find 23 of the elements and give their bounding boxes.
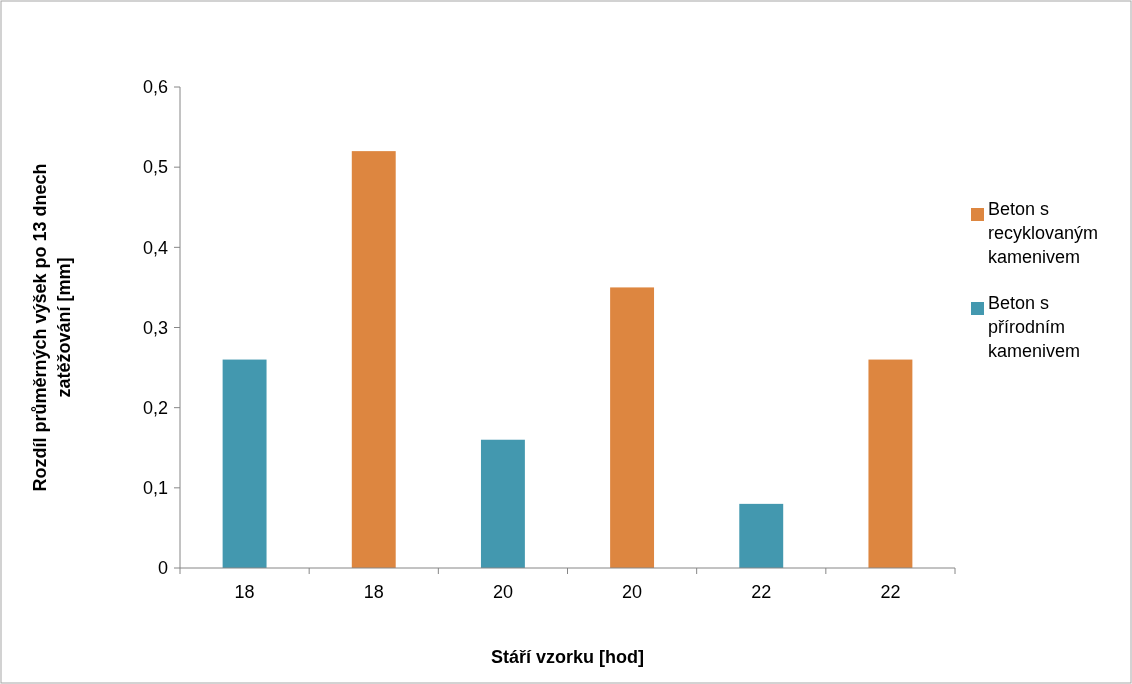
- y-tick-label: 0: [157, 558, 168, 579]
- y-tick-label: 0,4: [142, 237, 168, 258]
- y-axis-title: Rozdíl průměrných výšek po 13 dnech zatěžování [mm]: [30, 163, 74, 492]
- x-tick-label: 18: [363, 582, 384, 602]
- legend-label: Beton s přírodním kamenivem: [988, 293, 1081, 361]
- y-tick-label: 0,6: [142, 77, 168, 98]
- bar: [222, 359, 267, 568]
- x-axis-title: Stáří vzorku [hod]: [490, 647, 645, 667]
- y-tick-label: 0,3: [142, 317, 168, 338]
- x-tick-label: 22: [880, 582, 901, 602]
- y-tick-label: 0,1: [142, 478, 168, 499]
- x-tick-label: 20: [492, 582, 513, 602]
- x-tick-label: 20: [622, 582, 643, 602]
- bar: [480, 439, 525, 568]
- x-tick-label: 18: [234, 582, 255, 602]
- x-tick-label: 22: [751, 582, 772, 602]
- bar: [351, 151, 396, 568]
- legend-label: Beton s recyklovaným kamenivem: [988, 199, 1099, 267]
- bar: [868, 359, 913, 568]
- y-tick-label: 0,5: [142, 157, 168, 178]
- bar: [739, 503, 784, 568]
- bar: [610, 287, 655, 568]
- y-tick-label: 0,2: [142, 397, 168, 418]
